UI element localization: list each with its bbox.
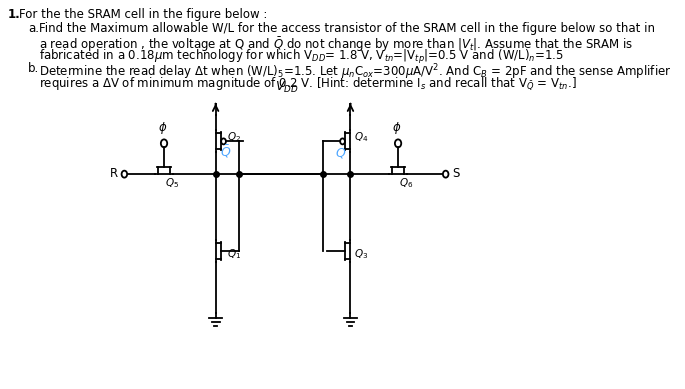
- Text: $Q_5$: $Q_5$: [165, 176, 179, 190]
- Text: $Q_4$: $Q_4$: [353, 131, 368, 144]
- Text: Determine the read delay $\Delta$t when (W/L)$_5$=1.5. Let $\mu_n$C$_{ox}$=300$\: Determine the read delay $\Delta$t when …: [40, 62, 672, 82]
- Text: fabricated in a 0.18$\mu$m technology for which V$_{DD}$= 1.8 V, V$_{tn}$=$|$V$_: fabricated in a 0.18$\mu$m technology fo…: [40, 48, 564, 66]
- Text: $Q_3$: $Q_3$: [353, 248, 368, 261]
- Text: $V_{DD}$: $V_{DD}$: [275, 80, 299, 95]
- Text: 1.: 1.: [8, 8, 21, 21]
- Text: $Q_1$: $Q_1$: [227, 248, 241, 261]
- Text: $\bar{Q}$: $\bar{Q}$: [220, 144, 231, 160]
- Text: a read operation , the voltage at Q and $\bar{Q}$ do not change by more than $|V: a read operation , the voltage at Q and …: [40, 35, 634, 54]
- Text: For the the SRAM cell in the figure below :: For the the SRAM cell in the figure belo…: [19, 8, 267, 21]
- Text: Find the Maximum allowable W/L for the access transistor of the SRAM cell in the: Find the Maximum allowable W/L for the a…: [40, 22, 656, 35]
- Text: $\phi$: $\phi$: [392, 121, 401, 137]
- Text: S: S: [452, 166, 460, 180]
- Text: a.: a.: [28, 22, 39, 35]
- Text: R: R: [110, 166, 118, 180]
- Text: b.: b.: [28, 62, 40, 75]
- Text: $Q_2$: $Q_2$: [227, 131, 240, 144]
- Text: $\phi$: $\phi$: [158, 121, 167, 137]
- Text: $Q$: $Q$: [335, 146, 347, 160]
- Text: requires a $\Delta$V of minimum magnitude of 0.2 V. [Hint: determine I$_s$ and r: requires a $\Delta$V of minimum magnitud…: [40, 75, 577, 91]
- Text: $Q_6$: $Q_6$: [399, 176, 413, 190]
